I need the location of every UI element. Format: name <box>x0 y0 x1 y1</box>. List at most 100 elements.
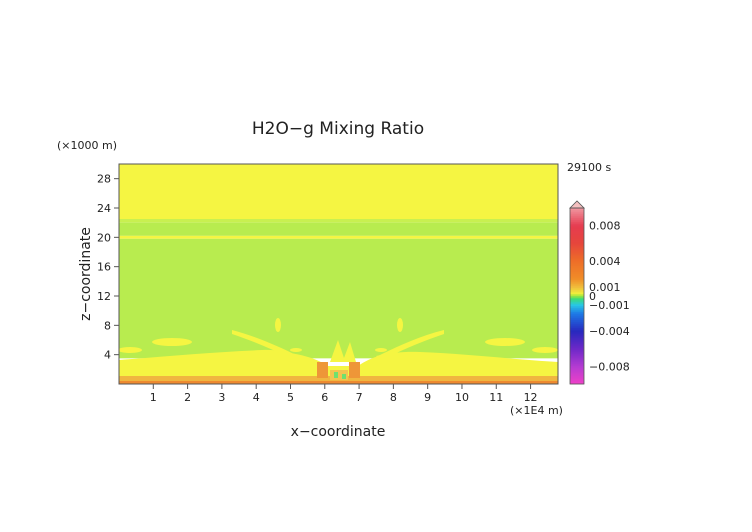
colorbar-swatch <box>570 348 584 351</box>
colorbar-swatch <box>570 226 584 229</box>
colorbar-swatch <box>570 374 584 377</box>
colorbar-swatch <box>570 368 584 371</box>
y-tick-label: 28 <box>97 173 111 186</box>
x-tick-label: 8 <box>390 391 397 404</box>
colorbar-swatch <box>570 260 584 263</box>
colorbar-swatch <box>570 292 584 295</box>
x-tick-label: 6 <box>321 391 328 404</box>
colorbar-swatch <box>570 262 584 265</box>
colorbar-swatch <box>570 298 584 301</box>
colorbar-swatch <box>570 216 584 219</box>
colorbar-overflow-triangle <box>569 200 585 209</box>
colorbar-swatch <box>570 376 584 379</box>
field-band <box>119 235 558 239</box>
colorbar-swatch <box>570 240 584 243</box>
colorbar-swatch <box>570 268 584 271</box>
colorbar-swatch <box>570 286 584 289</box>
heatmap-field <box>119 164 558 384</box>
colorbar-swatch <box>570 314 584 317</box>
colorbar-label: −0.001 <box>589 299 630 312</box>
colorbar-swatch <box>570 288 584 291</box>
y-axis: 4 8 12 16 20 24 28 <box>97 173 119 362</box>
field-band <box>119 219 558 223</box>
colorbar-label: −0.004 <box>589 325 630 338</box>
colorbar-swatch <box>570 220 584 223</box>
colorbar-swatch <box>570 294 584 297</box>
colorbar-swatch <box>570 380 584 383</box>
colorbar-swatch <box>570 212 584 215</box>
colorbar-swatch <box>570 322 584 325</box>
colorbar-swatch <box>570 316 584 319</box>
colorbar-label: −0.008 <box>589 360 630 373</box>
colorbar-swatch <box>570 284 584 287</box>
colorbar-swatch <box>570 364 584 367</box>
colorbar-swatch <box>570 362 584 365</box>
y-tick-label: 4 <box>104 349 111 362</box>
colorbar-swatch <box>570 358 584 361</box>
colorbar-swatch <box>570 338 584 341</box>
colorbar-swatch <box>570 282 584 285</box>
colorbar-swatch <box>570 276 584 279</box>
colorbar-swatch <box>570 290 584 293</box>
colorbar-swatch <box>570 232 584 235</box>
colorbar-swatch <box>570 214 584 217</box>
colorbar-swatch <box>570 210 584 213</box>
colorbar-swatch <box>570 346 584 349</box>
colorbar-swatch <box>570 242 584 245</box>
colorbar-label: 0.008 <box>589 220 621 233</box>
colorbar-swatch <box>570 280 584 283</box>
colorbar-swatch <box>570 350 584 353</box>
field-band <box>119 222 558 236</box>
colorbar-swatch <box>570 320 584 323</box>
y-axis-label: z−coordinate <box>78 227 94 321</box>
colorbar-swatch <box>570 308 584 311</box>
surface-layer <box>119 362 558 384</box>
x-tick-label: 9 <box>424 391 431 404</box>
colorbar-swatch <box>570 326 584 329</box>
colorbar-swatch <box>570 296 584 299</box>
colorbar-swatch <box>570 328 584 331</box>
y-tick-label: 8 <box>104 319 111 332</box>
colorbar-swatch <box>570 230 584 233</box>
colorbar-swatch <box>570 244 584 247</box>
colorbar-swatch <box>570 224 584 227</box>
colorbar-swatch <box>570 238 584 241</box>
colorbar-swatch <box>570 246 584 249</box>
colorbar-swatch <box>570 370 584 373</box>
colorbar-swatch <box>570 332 584 335</box>
y-tick-label: 24 <box>97 202 111 215</box>
colorbar-swatch <box>570 360 584 363</box>
time-label: 29100 s <box>567 161 611 174</box>
y-tick-label: 20 <box>97 231 111 244</box>
colorbar-swatch <box>570 324 584 327</box>
colorbar-swatch <box>570 334 584 337</box>
colorbar-swatch <box>570 222 584 225</box>
colorbar-swatch <box>570 306 584 309</box>
colorbar-swatch <box>570 302 584 305</box>
x-tick-label: 5 <box>287 391 294 404</box>
y-tick-label: 16 <box>97 261 111 274</box>
colorbar-swatch <box>570 274 584 277</box>
plot-frame <box>118 163 559 385</box>
colorbar-swatch <box>570 208 584 211</box>
field-band <box>119 238 558 359</box>
colorbar-swatch <box>570 272 584 275</box>
x-tick-label: 12 <box>524 391 538 404</box>
colorbar-swatch <box>570 330 584 333</box>
colorbar-swatch <box>570 228 584 231</box>
colorbar-swatch <box>570 304 584 307</box>
colorbar-swatch <box>570 372 584 375</box>
colorbar-swatch <box>570 356 584 359</box>
colorbar-label: 0.001 <box>589 281 621 294</box>
colorbar-swatch <box>570 378 584 381</box>
y-unit-label: (×1000 m) <box>57 139 117 152</box>
x-tick-label: 1 <box>150 391 157 404</box>
colorbar-swatch <box>570 300 584 303</box>
x-tick-label: 2 <box>184 391 191 404</box>
colorbar-swatch <box>570 354 584 357</box>
colorbar-label: 0 <box>589 290 596 303</box>
colorbar-swatch <box>570 312 584 315</box>
x-unit-label: (×1E4 m) <box>510 404 563 417</box>
y-tick-label: 12 <box>97 290 111 303</box>
